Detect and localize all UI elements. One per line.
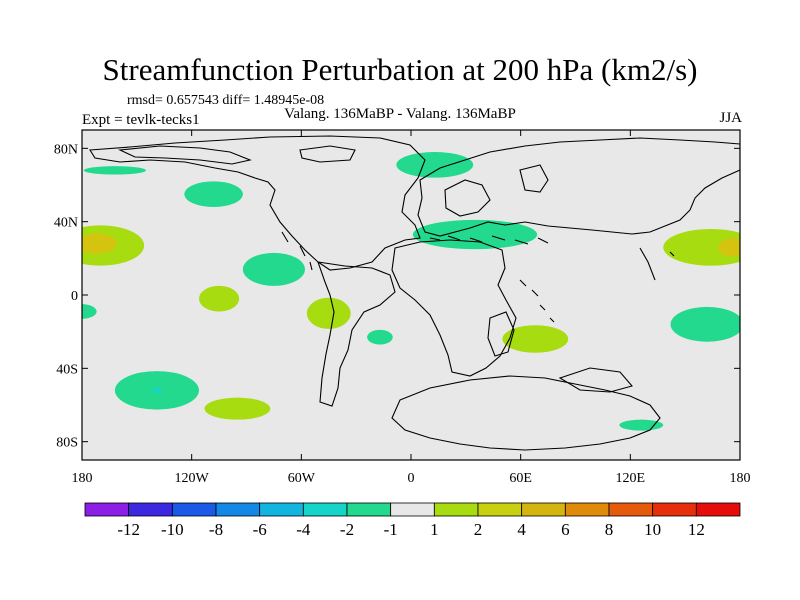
anomaly-region-3 — [82, 233, 117, 254]
colorbar-swatch-6 — [346, 502, 392, 517]
lon-tick-label-2: 60W — [288, 471, 316, 486]
lon-tick-label-4: 60E — [509, 471, 532, 486]
colorbar-label-11: 8 — [605, 520, 614, 539]
colorbar-swatch-9 — [477, 502, 523, 517]
lon-tick-label-1: 120W — [175, 471, 210, 486]
lat-tick-label-1: 40N — [54, 216, 78, 231]
colorbar-swatch-11 — [564, 502, 610, 517]
anomaly-region-11 — [502, 325, 569, 353]
colorbar-label-13: 12 — [688, 520, 705, 539]
lat-tick-label-4: 80S — [56, 436, 78, 451]
colorbar-label-6: -1 — [384, 520, 398, 539]
colorbar-swatch-12 — [608, 502, 654, 517]
anomaly-region-6 — [306, 297, 351, 329]
colorbar-swatch-5 — [302, 502, 348, 517]
plot-title: Streamfunction Perturbation at 200 hPa (… — [102, 52, 698, 87]
colorbar-label-3: -6 — [253, 520, 267, 539]
anomaly-region-10 — [412, 219, 538, 250]
coastlines — [89, 135, 740, 451]
colorbar-swatch-14 — [695, 502, 741, 517]
lon-tick-label-6: 180 — [730, 471, 751, 486]
colorbar-swatch-10 — [521, 502, 566, 517]
anomaly-region-7 — [82, 304, 97, 319]
anomaly-region-16 — [718, 238, 740, 257]
anomaly-region-15 — [663, 229, 740, 266]
colorbar-swatch-13 — [652, 502, 697, 517]
colorbar-label-2: -8 — [209, 520, 223, 539]
lat-tick-label-2: 0 — [71, 289, 78, 304]
stats-text: rmsd= 0.657543 diff= 1.48945e-08 — [127, 93, 325, 108]
anomaly-region-5 — [198, 285, 240, 312]
colorbar: -12 -10 -8 -6 -4 -2 -1 1 2 4 6 8 10 12 — [84, 502, 741, 539]
comparison-label: Valang. 136MaBP - Valang. 136MaBP — [284, 106, 516, 122]
colorbar-swatch-1 — [128, 502, 173, 517]
anomaly-region-4 — [242, 252, 305, 286]
anomaly-region-14 — [204, 397, 271, 420]
lon-tick-label-0: 180 — [72, 471, 93, 486]
colorbar-label-0: -12 — [117, 520, 140, 539]
colorbar-label-1: -10 — [161, 520, 184, 539]
colorbar-label-9: 4 — [517, 520, 526, 539]
anomaly-region-0 — [83, 166, 146, 175]
anomaly-region-1 — [184, 181, 243, 208]
anomaly-region-9 — [396, 152, 474, 178]
colorbar-swatch-7 — [390, 502, 435, 517]
lon-tick-label-3: 0 — [408, 471, 415, 486]
colorbar-swatch-4 — [259, 502, 304, 517]
anomaly-region-17 — [670, 306, 740, 342]
axis-layer: 80N 40N 0 40S 80S 180 120W 60W 0 60E 120E 180 — [54, 130, 751, 486]
colorbar-label-8: 2 — [474, 520, 483, 539]
anomaly-layer — [82, 152, 740, 431]
colorbar-swatch-3 — [215, 502, 261, 517]
colorbar-label-5: -2 — [340, 520, 354, 539]
map-background — [82, 130, 740, 460]
season-label: JJA — [719, 110, 742, 126]
colorbar-label-7: 1 — [430, 520, 439, 539]
anomaly-region-8 — [367, 329, 393, 345]
lat-tick-label-3: 40S — [56, 362, 78, 377]
colorbar-swatch-0 — [84, 502, 130, 517]
colorbar-swatch-2 — [171, 502, 217, 517]
experiment-label: Expt = tevlk-tecks1 — [82, 112, 200, 128]
colorbar-label-12: 10 — [644, 520, 661, 539]
lat-tick-label-0: 80N — [54, 142, 78, 157]
anomaly-region-13 — [152, 387, 162, 394]
lon-tick-label-5: 120E — [616, 471, 646, 486]
colorbar-label-4: -4 — [296, 520, 311, 539]
colorbar-label-10: 6 — [561, 520, 570, 539]
colorbar-swatch-8 — [433, 502, 479, 517]
